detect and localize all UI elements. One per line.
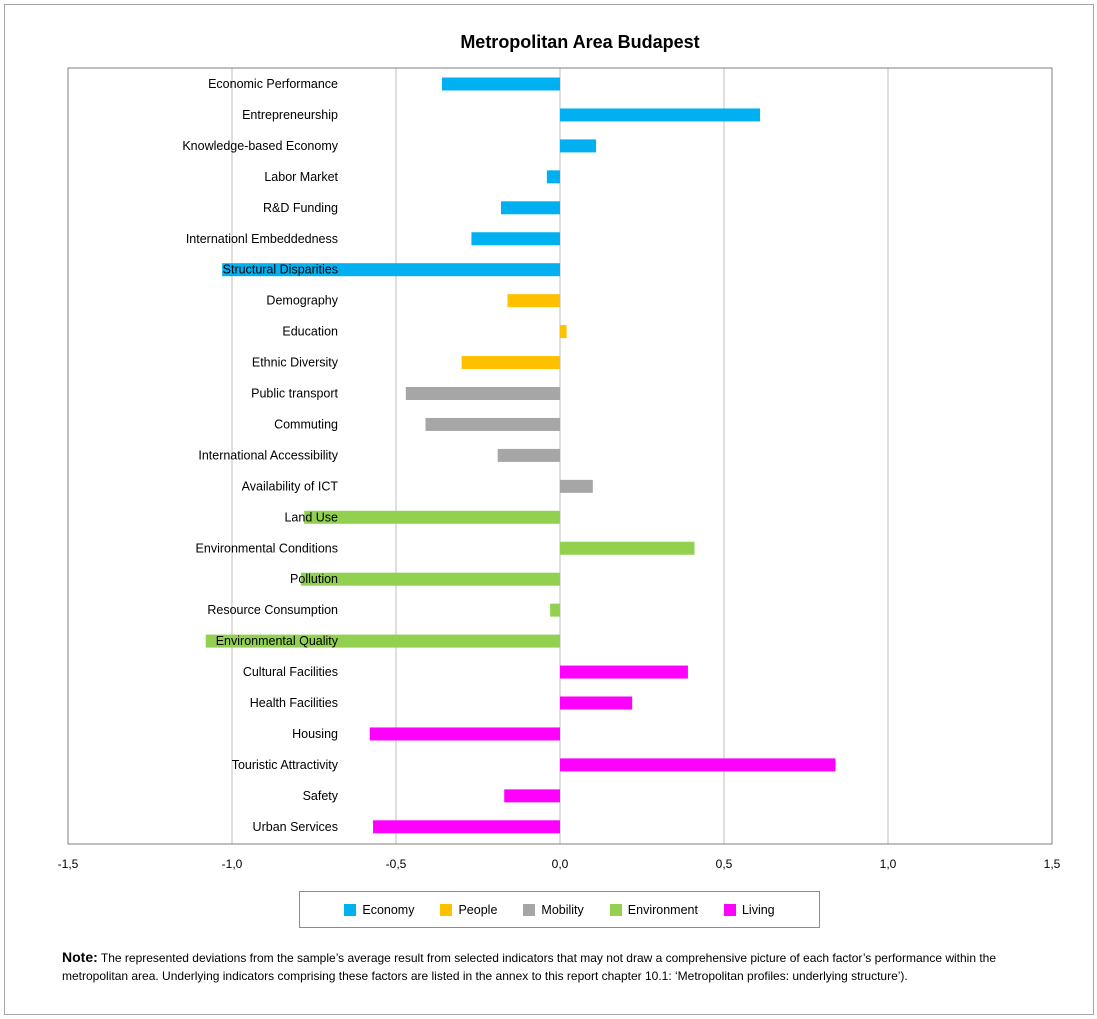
bar-land-use <box>304 510 560 524</box>
legend: Economy People Mobility Environment Living <box>299 891 820 928</box>
bar-availability-of-ict <box>560 479 593 493</box>
legend-item-environment: Environment <box>609 902 698 917</box>
bar-commuting <box>425 417 560 431</box>
legend-label: Environment <box>627 902 698 917</box>
x-tick-label: 1,0 <box>880 857 897 871</box>
category-label: Education <box>282 325 338 339</box>
bar-touristic-attractivity <box>560 758 836 772</box>
category-label: Resource Consumption <box>207 603 338 617</box>
category-label: Health Facilities <box>250 696 338 710</box>
note-text: The represented deviations from the samp… <box>62 951 997 983</box>
x-tick-label: -0,5 <box>386 857 407 871</box>
bar-pollution <box>300 572 560 586</box>
bar-safety <box>504 789 560 803</box>
bar-environmental-quality <box>205 634 560 648</box>
bar-cultural-facilities <box>560 665 688 679</box>
legend-item-people: People <box>440 903 497 917</box>
legend-label: People <box>458 902 498 917</box>
x-tick-label: -1,5 <box>58 857 79 871</box>
bar-demography <box>507 294 560 308</box>
bar-knowledge-based-economy <box>560 139 597 153</box>
category-label: Internationl Embeddedness <box>186 232 338 246</box>
category-label: Urban Services <box>253 820 338 834</box>
plot-area <box>67 67 1053 845</box>
category-label: Labor Market <box>264 170 338 184</box>
category-label: Safety <box>303 789 339 803</box>
category-label: Environmental Quality <box>216 634 339 648</box>
legend-item-mobility: Mobility <box>523 902 584 917</box>
legend-label: Economy <box>362 902 415 917</box>
category-labels: Economic Performance Entrepreneurship Know… <box>182 77 338 834</box>
legend-swatch <box>523 903 536 916</box>
category-label: Cultural Facilities <box>243 665 338 679</box>
bar-resource-consumption <box>550 603 560 617</box>
x-tick-label: 0,5 <box>716 857 733 871</box>
category-label: Structural Disparities <box>223 263 338 277</box>
category-label: R&D Funding <box>263 201 338 215</box>
category-label: Land Use <box>284 510 338 524</box>
category-label: Ethnic Diversity <box>252 356 339 370</box>
bars <box>205 77 836 834</box>
category-label: Pollution <box>290 572 338 586</box>
category-label: Touristic Attractivity <box>232 758 339 772</box>
category-label: Knowledge-based Economy <box>182 139 338 153</box>
bar-housing <box>369 727 560 741</box>
bar-education <box>560 325 567 339</box>
chart-title: Metropolitan Area Budapest <box>460 32 699 52</box>
legend-swatch <box>344 903 357 916</box>
x-tick-label: 0,0 <box>552 857 569 871</box>
chart-frame <box>4 4 1094 1015</box>
x-tick-label: -1,0 <box>222 857 243 871</box>
category-label: Public transport <box>251 387 338 401</box>
category-label: Entrepreneurship <box>242 108 338 122</box>
category-label: Economic Performance <box>208 77 338 91</box>
category-label: Environmental Conditions <box>196 541 338 555</box>
bar-r-d-funding <box>500 201 560 215</box>
note-label: Note: <box>62 949 98 965</box>
note: Note: The represented deviations from th… <box>62 948 1062 985</box>
legend-swatch <box>723 903 736 916</box>
category-label: Commuting <box>274 417 338 431</box>
bar-public-transport <box>405 387 560 400</box>
bar-internationl-embeddedness <box>471 232 560 246</box>
bar-economic-performance <box>441 77 560 91</box>
bar-environmental-conditions <box>560 541 695 555</box>
legend-swatch <box>609 903 622 916</box>
bar-international-accessibility <box>497 448 560 462</box>
legend-item-living: Living <box>723 902 775 917</box>
category-label: Availability of ICT <box>242 479 339 493</box>
category-label: Demography <box>266 294 338 308</box>
bar-ethnic-diversity <box>461 356 560 370</box>
bar-entrepreneurship <box>560 108 761 122</box>
category-label: Housing <box>292 727 338 741</box>
legend-item-economy: Economy <box>344 903 414 917</box>
category-label: International Accessibility <box>198 448 338 462</box>
bar-labor-market <box>546 170 560 184</box>
legend-label: Mobility <box>541 902 584 917</box>
legend-label: Living <box>741 902 775 917</box>
legend-swatch <box>440 903 453 916</box>
bar-urban-services <box>373 820 560 834</box>
bar-health-facilities <box>560 696 633 710</box>
x-axis-ticks: -1,5 -1,0 -0,5 0,0 0,5 1,0 1,5 <box>58 857 1061 871</box>
bar-structural-disparities <box>222 263 560 277</box>
x-tick-label: 1,5 <box>1044 857 1061 871</box>
